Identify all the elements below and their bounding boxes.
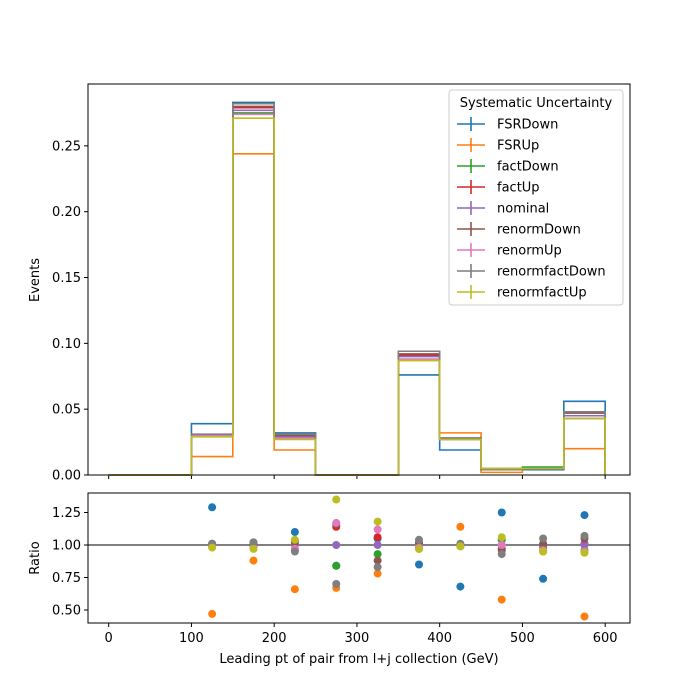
ratio-point-factDown — [332, 561, 341, 570]
ratio-point-renormfactUp — [208, 543, 217, 552]
ratio-y-axis-label: Ratio — [28, 541, 43, 574]
main-y-ticks: 0.00 0.05 0.10 0.15 0.20 0.25 — [52, 139, 88, 484]
ratio-point-renormfactUp — [539, 547, 548, 556]
ratio-point-renormfactUp — [249, 544, 258, 553]
ratio-y-tick-label: 1.25 — [52, 506, 81, 521]
legend-label: renormDown — [497, 223, 581, 238]
main-y-axis-label: Events — [28, 258, 43, 302]
ratio-point-factDown — [373, 550, 382, 559]
ratio-panel: 0.50 0.75 1.00 1.25 0 100 200 300 400 500 600 Rat… — [28, 492, 631, 667]
ratio-point-nominal — [580, 541, 589, 549]
ratio-point-renormfactDown — [332, 580, 341, 588]
ratio-point-renormUp — [332, 518, 341, 527]
legend-entry-renormUp: renormUp — [457, 243, 562, 259]
legend-label: FSRDown — [497, 118, 558, 133]
ratio-point-renormfactDown — [580, 531, 589, 540]
legend-entry-factDown: factDown — [457, 159, 559, 175]
ratio-point-renormfactUp — [456, 542, 465, 551]
legend-entry-nominal: nominal — [457, 201, 549, 217]
legend-entry-FSRUp: FSRUp — [457, 138, 539, 154]
legend-label: renormUp — [497, 244, 562, 259]
ratio-point-FSRDown — [539, 574, 548, 583]
legend: Systematic Uncertainty FSRDown FSRUp factD… — [448, 89, 624, 306]
ratio-points — [208, 495, 589, 621]
legend-entry-factUp: factUp — [457, 180, 540, 196]
legend-entry-FSRDown: FSRDown — [457, 117, 558, 133]
legend-entry-renormfactUp: renormfactUp — [457, 285, 587, 301]
ratio-point-nominal — [332, 541, 341, 549]
legend-entry-renormfactDown: renormfactDown — [457, 264, 606, 280]
ratio-point-factUp — [373, 533, 382, 542]
ratio-point-renormfactDown — [414, 535, 423, 544]
main-y-tick-label: 0.20 — [52, 205, 81, 220]
legend-label: nominal — [497, 202, 549, 217]
ratio-point-renormfactUp — [332, 495, 341, 504]
ratio-axes-frame — [87, 492, 631, 624]
ratio-point-renormfactUp — [580, 548, 589, 557]
main-y-tick-label: 0.10 — [52, 337, 81, 352]
legend-title: Systematic Uncertainty — [460, 96, 613, 111]
ratio-point-renormfactDown — [539, 534, 548, 543]
ratio-point-FSRUp — [290, 585, 299, 594]
ratio-point-FSRUp — [456, 522, 465, 531]
x-tick-label: 0 — [105, 631, 113, 646]
ratio-point-renormfactUp — [414, 544, 423, 553]
legend-box — [448, 89, 624, 306]
main-y-tick-label: 0.00 — [52, 469, 81, 484]
ratio-y-tick-label: 1.00 — [52, 539, 81, 554]
histogram-series — [108, 101, 606, 476]
ratio-point-renormfactDown — [373, 563, 382, 572]
ratio-point-FSRDown — [208, 503, 217, 512]
ratio-point-FSRDown — [456, 582, 465, 591]
x-tick-label: 400 — [427, 631, 452, 646]
legend-label: renormfactUp — [497, 286, 587, 301]
ratio-y-tick-label: 0.75 — [52, 571, 81, 586]
main-y-tick-label: 0.05 — [52, 403, 81, 418]
x-axis-label: Leading pt of pair from l+j collection (… — [219, 652, 498, 667]
ratio-point-renormfactDown — [290, 547, 299, 556]
ratio-point-renormUp — [373, 525, 382, 534]
ratio-point-FSRUp — [497, 595, 506, 604]
ratio-point-FSRDown — [580, 511, 589, 520]
x-tick-label: 500 — [510, 631, 535, 646]
ratio-point-FSRDown — [414, 560, 423, 569]
x-tick-label: 300 — [345, 631, 370, 646]
ratio-point-FSRUp — [373, 569, 382, 578]
x-tick-label: 100 — [179, 631, 204, 646]
ratio-point-renormfactUp — [290, 535, 299, 544]
main-axes-frame — [87, 83, 631, 476]
ratio-point-FSRDown — [290, 528, 299, 536]
x-tick-label: 600 — [593, 631, 618, 646]
ratio-point-renormfactUp — [373, 517, 382, 526]
ratio-point-FSRUp — [249, 556, 258, 565]
legend-label: FSRUp — [497, 139, 539, 154]
ratio-point-renormfactDown — [497, 550, 506, 559]
legend-entry-renormDown: renormDown — [457, 222, 581, 238]
legend-entries: FSRDown FSRUp factDown factUp nominal renormD… — [457, 117, 606, 301]
ratio-point-renormfactUp — [497, 533, 506, 542]
ratio-plot-area — [88, 493, 630, 623]
ratio-point-renormDown — [373, 556, 382, 565]
ratio-point-renormUp — [497, 541, 506, 549]
ratio-point-FSRUp — [208, 609, 217, 618]
ratio-point-FSRUp — [580, 612, 589, 621]
ratio-point-renormfactDown — [249, 538, 258, 547]
main-y-tick-label: 0.25 — [52, 139, 81, 154]
legend-label: renormfactDown — [497, 265, 606, 280]
legend-label: factDown — [497, 160, 559, 175]
main-y-tick-label: 0.15 — [52, 271, 81, 286]
legend-label: factUp — [497, 181, 540, 196]
ratio-y-ticks: 0.50 0.75 1.00 1.25 — [52, 506, 88, 619]
ratio-y-tick-label: 0.50 — [52, 604, 81, 619]
ratio-point-nominal — [373, 541, 382, 549]
ratio-x-ticks: 0 100 200 300 400 500 600 — [105, 623, 618, 646]
histogram-line-renormfactUp — [108, 117, 606, 476]
x-tick-label: 200 — [262, 631, 287, 646]
ratio-point-FSRDown — [497, 508, 506, 517]
